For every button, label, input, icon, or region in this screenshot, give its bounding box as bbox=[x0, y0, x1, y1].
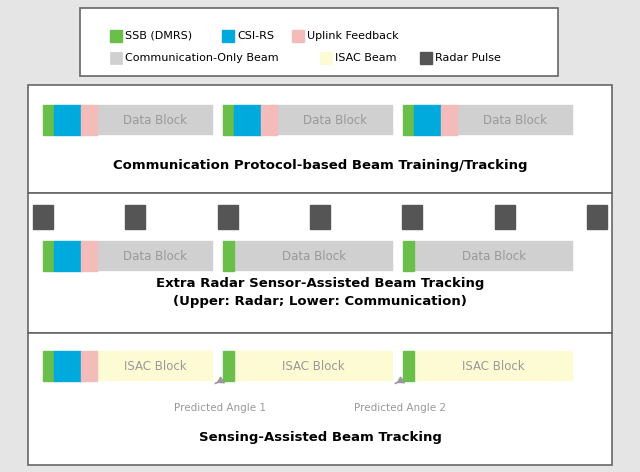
Text: Communication-Only Beam: Communication-Only Beam bbox=[125, 53, 278, 63]
Text: Extra Radar Sensor-Assisted Beam Tracking
(Upper: Radar; Lower: Communication): Extra Radar Sensor-Assisted Beam Trackin… bbox=[156, 278, 484, 309]
Text: ISAC Beam: ISAC Beam bbox=[335, 53, 397, 63]
Bar bbox=[223, 105, 234, 135]
Text: Data Block: Data Block bbox=[303, 113, 367, 126]
Text: ISAC Block: ISAC Block bbox=[462, 360, 525, 372]
Text: Sensing-Assisted Beam Tracking: Sensing-Assisted Beam Tracking bbox=[198, 431, 442, 445]
Bar bbox=[261, 105, 277, 135]
Bar bbox=[587, 205, 607, 229]
Bar bbox=[277, 105, 393, 135]
Bar bbox=[403, 205, 422, 229]
Bar bbox=[223, 351, 234, 381]
Bar bbox=[310, 205, 330, 229]
Bar bbox=[403, 241, 414, 271]
Text: CSI-RS: CSI-RS bbox=[237, 31, 274, 41]
Bar bbox=[28, 333, 612, 465]
Bar bbox=[223, 241, 234, 271]
Bar bbox=[414, 351, 573, 381]
Bar bbox=[234, 105, 261, 135]
Bar bbox=[234, 241, 393, 271]
Bar bbox=[495, 205, 515, 229]
Bar bbox=[81, 105, 97, 135]
Text: Uplink Feedback: Uplink Feedback bbox=[307, 31, 399, 41]
Bar bbox=[33, 205, 53, 229]
Bar bbox=[97, 105, 213, 135]
Text: ISAC Block: ISAC Block bbox=[124, 360, 186, 372]
Bar bbox=[414, 105, 441, 135]
Bar bbox=[414, 241, 573, 271]
Bar bbox=[54, 241, 81, 271]
Bar bbox=[28, 193, 612, 333]
Bar bbox=[222, 30, 234, 42]
Bar bbox=[292, 30, 304, 42]
Bar bbox=[110, 30, 122, 42]
Text: Data Block: Data Block bbox=[483, 113, 547, 126]
Text: Data Block: Data Block bbox=[123, 250, 187, 262]
Bar bbox=[218, 205, 237, 229]
Bar bbox=[403, 105, 414, 135]
Text: Data Block: Data Block bbox=[123, 113, 187, 126]
Bar bbox=[80, 8, 558, 76]
Text: SSB (DMRS): SSB (DMRS) bbox=[125, 31, 192, 41]
Text: Radar Pulse: Radar Pulse bbox=[435, 53, 501, 63]
Text: Predicted Angle 2: Predicted Angle 2 bbox=[355, 403, 447, 413]
Bar bbox=[54, 351, 81, 381]
Bar bbox=[403, 351, 414, 381]
Bar bbox=[28, 85, 612, 193]
Text: Communication Protocol-based Beam Training/Tracking: Communication Protocol-based Beam Traini… bbox=[113, 159, 527, 171]
Bar bbox=[43, 241, 54, 271]
Bar bbox=[54, 105, 81, 135]
Bar bbox=[320, 52, 332, 64]
Bar bbox=[97, 241, 213, 271]
Bar bbox=[234, 351, 393, 381]
Bar bbox=[125, 205, 145, 229]
Bar bbox=[43, 105, 54, 135]
Bar bbox=[97, 351, 213, 381]
Bar bbox=[43, 351, 54, 381]
Bar bbox=[441, 105, 457, 135]
Bar bbox=[457, 105, 573, 135]
Text: Predicted Angle 1: Predicted Angle 1 bbox=[175, 403, 266, 413]
Text: Data Block: Data Block bbox=[282, 250, 346, 262]
Bar bbox=[110, 52, 122, 64]
Text: ISAC Block: ISAC Block bbox=[282, 360, 345, 372]
Text: Data Block: Data Block bbox=[461, 250, 525, 262]
Bar bbox=[81, 351, 97, 381]
Bar bbox=[420, 52, 432, 64]
Bar bbox=[81, 241, 97, 271]
